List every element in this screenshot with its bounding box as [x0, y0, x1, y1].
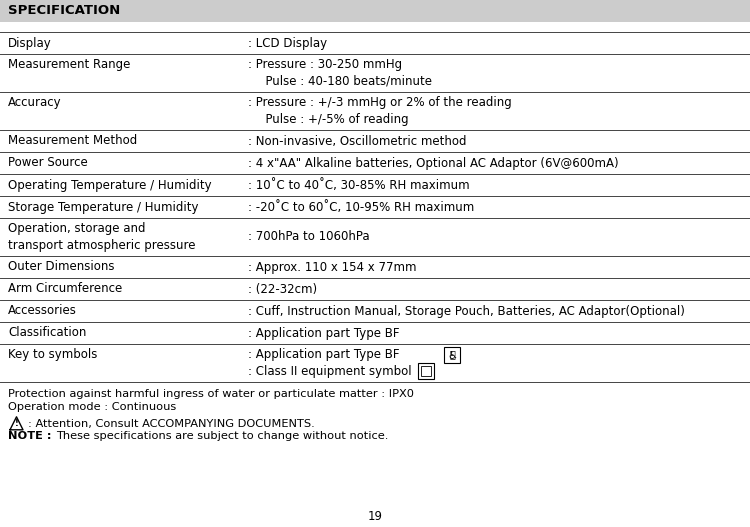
Text: Power Source: Power Source — [8, 157, 88, 170]
Bar — [421, 366, 431, 376]
Text: transport atmospheric pressure: transport atmospheric pressure — [8, 239, 196, 252]
Text: : (22-32cm): : (22-32cm) — [248, 282, 317, 296]
Text: Pulse : 40-180 beats/minute: Pulse : 40-180 beats/minute — [258, 75, 432, 88]
Text: 🚶: 🚶 — [449, 349, 455, 359]
Text: 19: 19 — [368, 510, 382, 522]
Text: Storage Temperature / Humidity: Storage Temperature / Humidity — [8, 200, 199, 213]
Text: Key to symbols: Key to symbols — [8, 348, 98, 361]
Text: Accessories: Accessories — [8, 305, 76, 317]
Text: Protection against harmful ingress of water or particulate matter : IPX0: Protection against harmful ingress of wa… — [8, 389, 414, 399]
Text: These specifications are subject to change without notice.: These specifications are subject to chan… — [56, 431, 388, 441]
Text: Arm Circumference: Arm Circumference — [8, 282, 122, 296]
Text: : Non-invasive, Oscillometric method: : Non-invasive, Oscillometric method — [248, 134, 466, 148]
Text: Pulse : +/-5% of reading: Pulse : +/-5% of reading — [258, 113, 409, 126]
Text: Outer Dimensions: Outer Dimensions — [8, 260, 115, 274]
Text: : Pressure : 30-250 mmHg: : Pressure : 30-250 mmHg — [248, 58, 402, 71]
Text: : Pressure : +/-3 mmHg or 2% of the reading: : Pressure : +/-3 mmHg or 2% of the read… — [248, 96, 512, 109]
Text: Measurement Method: Measurement Method — [8, 134, 137, 148]
Text: : Cuff, Instruction Manual, Storage Pouch, Batteries, AC Adaptor(Optional): : Cuff, Instruction Manual, Storage Pouc… — [248, 305, 685, 317]
Text: : 10˚C to 40˚C, 30-85% RH maximum: : 10˚C to 40˚C, 30-85% RH maximum — [248, 179, 470, 191]
Text: : 700hPa to 1060hPa: : 700hPa to 1060hPa — [248, 230, 370, 243]
Bar — [0, 0, 750, 22]
Text: : LCD Display: : LCD Display — [248, 36, 327, 50]
Text: NOTE :: NOTE : — [8, 431, 52, 441]
Text: !: ! — [14, 419, 19, 428]
Text: Accuracy: Accuracy — [8, 96, 62, 109]
Text: : -20˚C to 60˚C, 10-95% RH maximum: : -20˚C to 60˚C, 10-95% RH maximum — [248, 200, 474, 213]
Text: : Attention, Consult ACCOMPANYING DOCUMENTS.: : Attention, Consult ACCOMPANYING DOCUME… — [28, 419, 315, 429]
Text: Measurement Range: Measurement Range — [8, 58, 130, 71]
Bar — [444, 347, 460, 363]
Text: Operation mode : Continuous: Operation mode : Continuous — [8, 402, 176, 412]
Text: Classification: Classification — [8, 327, 86, 339]
Text: Operation, storage and: Operation, storage and — [8, 222, 146, 235]
Text: : Class II equipment symbol: : Class II equipment symbol — [248, 365, 412, 378]
Text: SPECIFICATION: SPECIFICATION — [8, 5, 120, 17]
Text: : 4 x"AA" Alkaline batteries, Optional AC Adaptor (6V@600mA): : 4 x"AA" Alkaline batteries, Optional A… — [248, 157, 619, 170]
Text: Display: Display — [8, 36, 52, 50]
Text: : Application part Type BF: : Application part Type BF — [248, 327, 400, 339]
Text: Operating Temperature / Humidity: Operating Temperature / Humidity — [8, 179, 211, 191]
Text: : Approx. 110 x 154 x 77mm: : Approx. 110 x 154 x 77mm — [248, 260, 416, 274]
Bar — [418, 363, 434, 379]
Text: : Application part Type BF: : Application part Type BF — [248, 348, 400, 361]
Text: ♿: ♿ — [447, 349, 457, 359]
